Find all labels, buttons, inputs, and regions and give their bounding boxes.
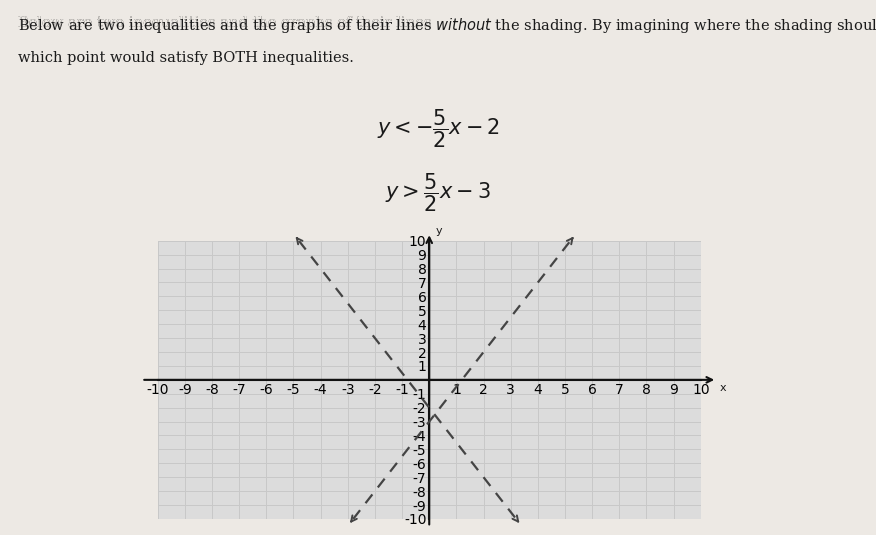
Text: x: x	[719, 383, 726, 393]
Text: which point would satisfy BOTH inequalities.: which point would satisfy BOTH inequalit…	[18, 51, 353, 65]
Text: Below are two inequalities and the graphs of their lines $\mathit{without}$ the : Below are two inequalities and the graph…	[18, 16, 876, 35]
Text: $y > \dfrac{5}{2}x - 3$: $y > \dfrac{5}{2}x - 3$	[385, 171, 491, 213]
Text: Below are two inequalities and the graphs of their lines: Below are two inequalities and the graph…	[18, 16, 439, 30]
Text: Below are two inequalities and the graphs of their lines: Below are two inequalities and the graph…	[18, 16, 435, 30]
Text: $y < -\dfrac{5}{2}x - 2$: $y < -\dfrac{5}{2}x - 2$	[377, 107, 499, 149]
Text: y: y	[435, 226, 442, 236]
